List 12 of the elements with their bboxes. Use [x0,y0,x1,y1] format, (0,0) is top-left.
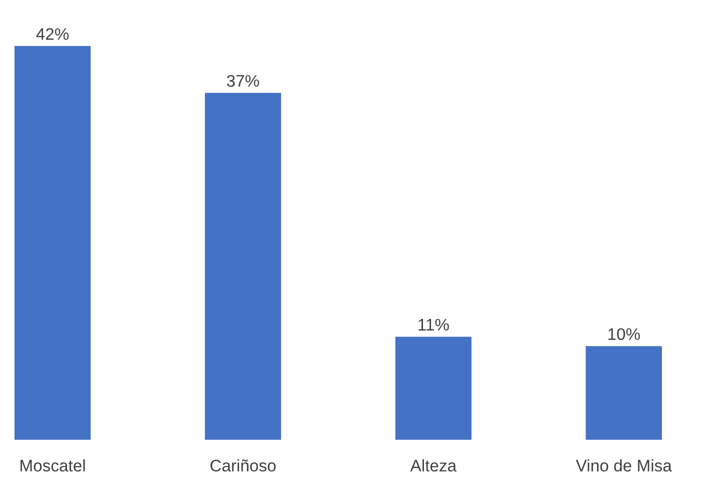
x-tick-label: Moscatel [20,459,85,472]
x-tick-label: Vino de Misa [576,459,672,472]
bar [586,346,662,440]
data-label: 11% [418,318,449,331]
data-label: 42% [36,28,69,40]
data-label: 10% [608,328,640,340]
x-tick-label: Cariñoso [210,459,276,472]
x-tick-label: Alteza [410,459,457,472]
bar [395,336,472,440]
bar [204,92,282,440]
data-label: 37% [226,75,260,87]
bar [14,46,91,440]
